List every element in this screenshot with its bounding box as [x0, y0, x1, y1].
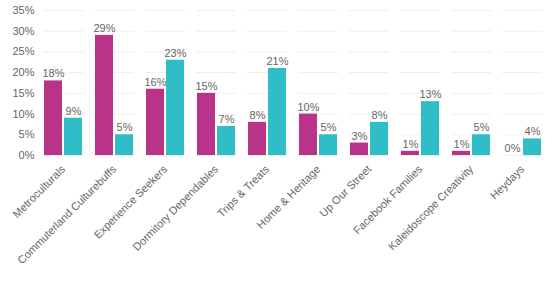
- svg-text:21%: 21%: [266, 55, 288, 67]
- svg-text:10%: 10%: [297, 101, 319, 113]
- svg-text:25%: 25%: [12, 45, 34, 57]
- svg-text:Heydays: Heydays: [488, 162, 527, 201]
- svg-text:3%: 3%: [352, 130, 368, 142]
- svg-text:30%: 30%: [12, 25, 34, 37]
- svg-text:5%: 5%: [321, 121, 337, 133]
- svg-text:8%: 8%: [250, 109, 266, 121]
- svg-text:5%: 5%: [19, 128, 35, 140]
- svg-text:Home & Heritage: Home & Heritage: [254, 163, 322, 231]
- svg-text:7%: 7%: [219, 113, 235, 125]
- svg-text:23%: 23%: [164, 47, 186, 59]
- svg-text:0%: 0%: [19, 149, 35, 161]
- svg-text:Experience Seekers: Experience Seekers: [91, 162, 170, 241]
- svg-text:Dormitory Dependables: Dormitory Dependables: [130, 162, 221, 253]
- svg-text:1%: 1%: [403, 138, 419, 150]
- svg-text:29%: 29%: [93, 22, 115, 34]
- svg-text:35%: 35%: [12, 4, 34, 16]
- svg-text:Metroculturals: Metroculturals: [10, 162, 68, 220]
- svg-text:Kaleidoscope Creativity: Kaleidoscope Creativity: [386, 162, 476, 252]
- svg-text:Commuterland Culturebuffs: Commuterland Culturebuffs: [15, 162, 119, 266]
- svg-text:15%: 15%: [195, 80, 217, 92]
- svg-text:Up Our Street: Up Our Street: [317, 163, 373, 219]
- svg-text:4%: 4%: [525, 125, 541, 137]
- svg-text:Facebook Families: Facebook Families: [350, 162, 425, 237]
- svg-text:5%: 5%: [117, 121, 133, 133]
- svg-text:0%: 0%: [505, 142, 521, 154]
- svg-text:10%: 10%: [12, 108, 34, 120]
- svg-text:20%: 20%: [12, 66, 34, 78]
- svg-text:18%: 18%: [42, 67, 64, 79]
- svg-text:9%: 9%: [66, 105, 82, 117]
- svg-text:1%: 1%: [454, 138, 470, 150]
- svg-text:Trips & Treats: Trips & Treats: [215, 162, 272, 219]
- svg-text:15%: 15%: [12, 87, 34, 99]
- svg-text:5%: 5%: [474, 121, 490, 133]
- svg-text:8%: 8%: [372, 109, 388, 121]
- svg-text:16%: 16%: [144, 76, 166, 88]
- svg-text:13%: 13%: [419, 88, 441, 100]
